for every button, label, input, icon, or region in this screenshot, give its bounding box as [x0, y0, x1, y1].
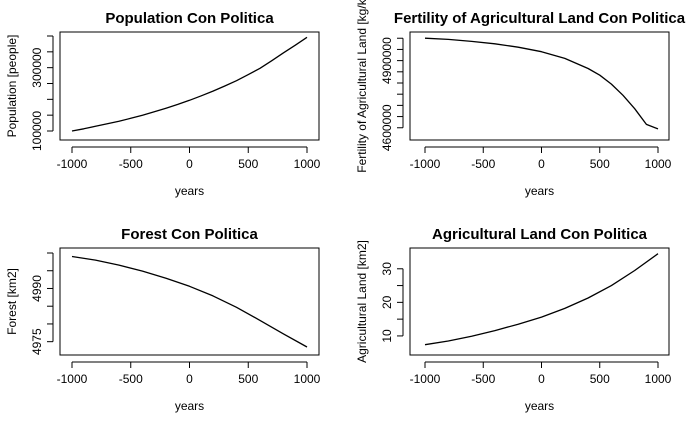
panel-1: Population Con Politica -1000 -500 0 500 1000…	[5, 10, 321, 198]
x-tick-label: -500	[471, 372, 495, 386]
y-tick-label: 20	[380, 295, 394, 309]
x-tick-label: -500	[119, 372, 143, 386]
chart-title: Population Con Politica	[105, 10, 274, 27]
y-tick-label: 4990	[30, 275, 44, 302]
x-tick-label: -1000	[410, 372, 441, 386]
x-axis-label: years	[175, 399, 204, 413]
x-tick-label: -1000	[410, 157, 441, 171]
series-line	[424, 253, 659, 346]
x-tick-label: 1000	[294, 372, 321, 386]
x-axis-label: years	[175, 184, 204, 198]
series-line	[424, 37, 659, 130]
x-tick-label: 0	[186, 372, 193, 386]
x-tick-label: -500	[471, 157, 495, 171]
x-tick-label: 0	[186, 157, 193, 171]
y-axis-label: Population [people]	[5, 35, 19, 138]
y-tick-label: 300000	[30, 47, 44, 87]
panel-3: Forest Con Politica -1000 -500 0 500 1000 year…	[5, 226, 321, 413]
x-axis-label: years	[525, 184, 554, 198]
chart-title: Fertility of Agricultural Land Con Polit…	[394, 10, 686, 27]
series-line	[71, 36, 308, 132]
y-axis-label: Fertility of Agricultural Land [kg/k	[355, 0, 369, 173]
panel-2: Fertility of Agricultural Land Con Polit…	[355, 0, 686, 198]
series-line	[71, 255, 308, 348]
chart-title: Forest Con Politica	[121, 226, 258, 243]
y-tick-label: 30	[380, 262, 394, 276]
y-tick-label: 100000	[30, 111, 44, 151]
y-tick-label: 4600000	[380, 104, 394, 151]
x-axis-label: years	[525, 399, 554, 413]
plot-frame	[59, 31, 320, 141]
x-tick-label: 1000	[294, 157, 321, 171]
x-tick-label: 0	[538, 372, 545, 386]
plot-frame	[409, 31, 670, 141]
x-tick-label: -1000	[57, 372, 88, 386]
x-tick-label: 500	[590, 372, 610, 386]
y-axis-label: Agricultural Land [km2]	[355, 240, 369, 363]
x-tick-label: 0	[538, 157, 545, 171]
chart-title: Agricultural Land Con Politica	[432, 226, 648, 243]
x-tick-label: 500	[238, 372, 258, 386]
plot-frame	[409, 247, 670, 356]
panel-4: Agricultural Land Con Politica -1000 -500 0…	[355, 226, 672, 413]
x-tick-label: -500	[119, 157, 143, 171]
x-tick-label: 1000	[645, 372, 672, 386]
x-tick-label: -1000	[57, 157, 88, 171]
y-axis-label: Forest [km2]	[5, 268, 19, 335]
plot-frame	[59, 247, 320, 356]
x-tick-label: 500	[590, 157, 610, 171]
x-tick-label: 1000	[645, 157, 672, 171]
y-tick-label: 4900000	[380, 37, 394, 84]
x-tick-label: 500	[238, 157, 258, 171]
y-tick-label: 10	[380, 329, 394, 343]
y-tick-label: 4975	[30, 328, 44, 355]
